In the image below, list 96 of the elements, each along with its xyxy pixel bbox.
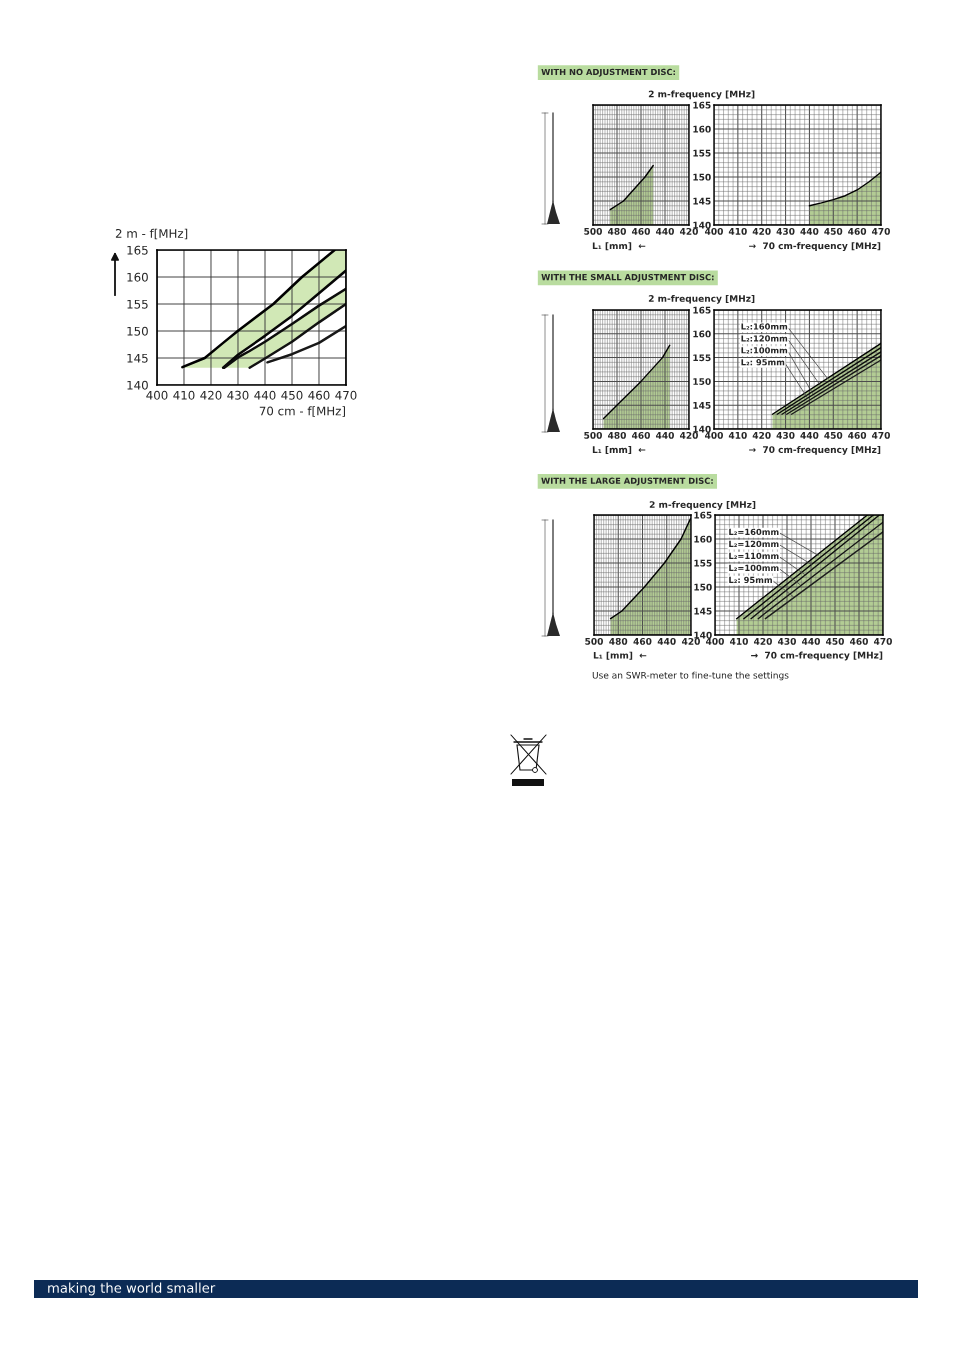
annotation: L₂: 95mm <box>741 359 785 366</box>
chart-title: WITH THE LARGE ADJUSTMENT DISC: <box>541 477 713 486</box>
y-tick-label: 155 <box>127 299 148 309</box>
y-tick-label: 160 <box>127 272 148 282</box>
y-tick-label: 165 <box>694 511 712 519</box>
x-tick-label: 500 <box>585 637 603 645</box>
x-tick-label: 470 <box>871 431 890 439</box>
x-tick-label: 430 <box>776 227 795 235</box>
y-tick-label: 150 <box>127 326 148 336</box>
x-tick-label: 460 <box>848 431 867 439</box>
y-axis-title: 2 m-frequency [MHz] <box>649 501 756 510</box>
x-tick-label: 440 <box>655 431 674 439</box>
y-tick-label: 160 <box>693 125 711 133</box>
y-tick-label: 160 <box>693 330 711 338</box>
y-tick-label: 145 <box>694 607 712 615</box>
y-tick-label: 155 <box>693 354 711 362</box>
annotation: L₂=110mm <box>729 552 779 560</box>
x-axis-title: L₁ [mm] ← <box>592 242 646 251</box>
x-tick-label: 470 <box>873 637 892 645</box>
y-tick-label: 145 <box>693 402 711 409</box>
x-tick-label: 400 <box>146 390 168 400</box>
y-tick-label: 140 <box>694 631 712 639</box>
x-tick-label: 420 <box>681 637 700 645</box>
x-tick-label: 460 <box>631 431 650 439</box>
x-tick-label: 500 <box>584 227 602 235</box>
annotation: L₂=100mm <box>729 564 779 572</box>
x-tick-label: 410 <box>173 390 195 400</box>
x-tick-label: 450 <box>824 227 843 235</box>
y-axis-title: 2 m-frequency [MHz] <box>648 294 755 304</box>
y-tick-label: 165 <box>693 306 711 314</box>
x-tick-label: 470 <box>871 227 890 235</box>
x-tick-label: 420 <box>752 431 771 439</box>
x-tick-label: 420 <box>200 390 222 400</box>
x-tick-label: 440 <box>801 637 820 645</box>
x-tick-label: 420 <box>679 431 698 439</box>
y-tick-label: 150 <box>693 378 711 385</box>
x-tick-label: 400 <box>704 431 723 439</box>
y-tick-label: 150 <box>693 173 711 181</box>
annotation: L₂=160mm <box>729 528 779 536</box>
x-tick-label: 450 <box>824 431 843 439</box>
x-tick-label: 440 <box>800 431 819 439</box>
y-tick-label: 140 <box>127 380 148 390</box>
y-axis-title: 2 m - f[MHz] <box>115 228 188 240</box>
x-tick-label: 450 <box>825 637 844 645</box>
annotation: L₂=120mm <box>729 540 779 548</box>
y-axis-title: 2 m-frequency [MHz] <box>648 90 755 100</box>
y-tick-label: 160 <box>694 535 712 543</box>
text: Use an SWR-meter to fine-tune the settings <box>592 671 789 681</box>
x-tick-label: 400 <box>704 227 723 235</box>
y-tick-label: 150 <box>694 583 712 591</box>
x-tick-label: 430 <box>777 637 796 645</box>
chart-title: WITH NO ADJUSTMENT DISC: <box>541 68 675 77</box>
x-tick-label: 460 <box>308 390 330 400</box>
y-tick-label: 155 <box>693 149 711 157</box>
x-tick-label: 450 <box>281 390 303 400</box>
x-tick-label: 480 <box>609 637 628 645</box>
y-tick-label: 155 <box>694 559 712 567</box>
x-tick-label: 420 <box>753 637 772 645</box>
annotation: L₂:160mm <box>741 323 788 330</box>
x-tick-label: 460 <box>633 637 652 645</box>
x-tick-label: 460 <box>631 227 650 235</box>
y-tick-label: 145 <box>127 353 148 363</box>
x-axis-title: → 70 cm-frequency [MHz] <box>749 242 881 251</box>
annotation: L₂: 95mm <box>729 576 772 584</box>
x-tick-label: 430 <box>227 390 249 400</box>
annotation: L₂:120mm <box>741 335 788 342</box>
chart-title: WITH THE SMALL ADJUSTMENT DISC: <box>541 273 714 282</box>
x-axis-title: L₁ [mm] ← <box>593 651 647 660</box>
x-tick-label: 460 <box>849 637 868 645</box>
x-tick-label: 400 <box>705 637 724 645</box>
x-axis-title: → 70 cm-frequency [MHz] <box>749 446 881 455</box>
y-tick-label: 145 <box>693 197 711 205</box>
x-tick-label: 480 <box>607 227 626 235</box>
x-axis-title: → 70 cm-frequency [MHz] <box>751 651 883 661</box>
x-tick-label: 440 <box>655 227 674 235</box>
y-tick-label: 140 <box>693 425 711 433</box>
x-axis-title: L₁ [mm] ← <box>592 446 646 455</box>
x-tick-label: 410 <box>728 227 747 235</box>
x-tick-label: 410 <box>729 637 748 645</box>
y-tick-label: 140 <box>693 221 711 229</box>
x-tick-label: 500 <box>584 431 602 439</box>
x-tick-label: 430 <box>776 431 795 439</box>
x-tick-label: 420 <box>679 227 698 235</box>
x-tick-label: 440 <box>254 390 276 400</box>
x-tick-label: 440 <box>800 227 819 235</box>
x-tick-label: 480 <box>607 431 626 439</box>
y-tick-label: 165 <box>693 101 711 109</box>
x-tick-label: 420 <box>752 227 771 235</box>
x-tick-label: 470 <box>335 390 357 400</box>
x-tick-label: 460 <box>848 227 867 235</box>
x-tick-label: 440 <box>657 637 676 645</box>
annotation: L₂:100mm <box>741 347 788 354</box>
x-tick-label: 410 <box>728 431 747 439</box>
text: making the world smaller <box>48 1282 216 1296</box>
y-tick-label: 165 <box>127 245 148 255</box>
x-axis-title: 70 cm - f[MHz] <box>259 406 345 417</box>
